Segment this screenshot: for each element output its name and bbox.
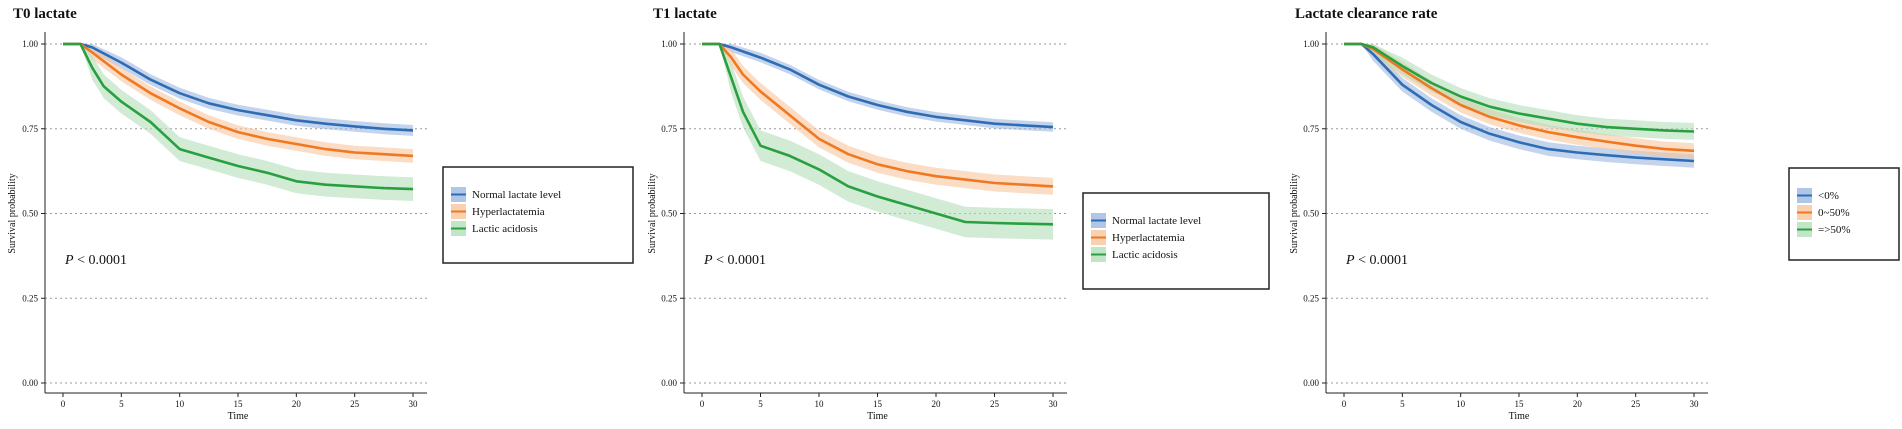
y-tick-label-3: 0.75 bbox=[661, 124, 677, 134]
legend-label-1: Normal lactate level bbox=[472, 189, 561, 201]
x-tick-label-2: 10 bbox=[815, 399, 825, 409]
legend-label-3: Lactic acidosis bbox=[1112, 249, 1178, 261]
y-tick-label-1: 0.25 bbox=[22, 293, 38, 303]
p-value-annotation: P < 0.0001 bbox=[64, 253, 127, 268]
y-tick-label-0: 0.00 bbox=[22, 378, 38, 388]
p-value-annotation: P < 0.0001 bbox=[1345, 253, 1408, 268]
y-axis-label: Survival probability bbox=[1289, 173, 1300, 253]
series-band-3 bbox=[63, 44, 413, 201]
series-band-3 bbox=[702, 44, 1053, 240]
p-value-symbol: P bbox=[1345, 253, 1355, 268]
x-tick-label-6: 30 bbox=[409, 399, 419, 409]
x-axis-label: Time bbox=[867, 411, 888, 422]
x-tick-label-5: 25 bbox=[350, 399, 360, 409]
y-tick-label-4: 1.00 bbox=[22, 39, 38, 49]
y-tick-label-1: 0.25 bbox=[1303, 293, 1319, 303]
legend-box bbox=[1082, 192, 1270, 290]
series-line-2 bbox=[702, 42, 1054, 188]
y-tick-label-3: 0.75 bbox=[22, 124, 38, 134]
chart-panel-3: Lactate clearance rate 0.00 0.25 0.50 0.75 1.… bbox=[1289, 6, 1900, 422]
legend-label-1: Normal lactate level bbox=[1112, 215, 1201, 227]
series-line-2 bbox=[63, 42, 414, 158]
p-value-text: < 0.0001 bbox=[74, 253, 127, 268]
x-tick-label-4: 20 bbox=[1573, 399, 1583, 409]
series-line-1 bbox=[1344, 42, 1695, 163]
x-axis-label: Time bbox=[228, 411, 249, 422]
x-tick-label-0: 0 bbox=[1342, 399, 1347, 409]
legend-label-1: <0% bbox=[1818, 190, 1839, 202]
series-line-3 bbox=[1344, 42, 1695, 133]
x-tick-label-2: 10 bbox=[1456, 399, 1466, 409]
legend-label-2: Hyperlactatemia bbox=[1112, 232, 1185, 244]
x-tick-label-4: 20 bbox=[292, 399, 302, 409]
x-tick-label-3: 15 bbox=[234, 399, 244, 409]
x-tick-label-6: 30 bbox=[1690, 399, 1700, 409]
y-axis-label: Survival probability bbox=[647, 173, 658, 253]
y-axis-label: Survival probability bbox=[7, 173, 18, 253]
y-tick-label-4: 1.00 bbox=[661, 39, 677, 49]
x-tick-label-4: 20 bbox=[932, 399, 942, 409]
legend-box bbox=[442, 166, 634, 264]
chart-panel-2: T1 lactate 0.00 0.25 0.50 0.75 1.00 0 5 10 15 20 25… bbox=[647, 6, 1270, 422]
y-tick-label-4: 1.00 bbox=[1303, 39, 1319, 49]
legend-label-2: Hyperlactatemia bbox=[472, 206, 545, 218]
p-value-symbol: P bbox=[64, 253, 74, 268]
y-tick-label-0: 0.00 bbox=[661, 378, 677, 388]
series-band-1 bbox=[702, 44, 1053, 132]
chart-title: T1 lactate bbox=[653, 6, 717, 22]
chart-title: T0 lactate bbox=[13, 6, 77, 22]
p-value-text: < 0.0001 bbox=[713, 253, 766, 268]
x-tick-label-1: 5 bbox=[758, 399, 763, 409]
legend-label-2: 0~50% bbox=[1818, 207, 1850, 219]
x-tick-label-1: 5 bbox=[1400, 399, 1405, 409]
x-tick-label-6: 30 bbox=[1049, 399, 1059, 409]
series-line-2 bbox=[1344, 42, 1695, 153]
x-tick-label-2: 10 bbox=[175, 399, 185, 409]
p-value-text: < 0.0001 bbox=[1355, 253, 1408, 268]
x-tick-label-3: 15 bbox=[1515, 399, 1525, 409]
x-tick-label-0: 0 bbox=[61, 399, 66, 409]
x-tick-label-0: 0 bbox=[700, 399, 705, 409]
series-line-1 bbox=[702, 42, 1054, 129]
x-tick-label-3: 15 bbox=[873, 399, 883, 409]
y-tick-label-2: 0.50 bbox=[22, 209, 38, 219]
chart-title: Lactate clearance rate bbox=[1295, 6, 1438, 22]
chart-panel-1: T0 lactate 0.00 0.25 0.50 0.75 1.00 0 5 10 15 20 25… bbox=[7, 6, 634, 422]
y-tick-label-0: 0.00 bbox=[1303, 378, 1319, 388]
p-value-symbol: P bbox=[703, 253, 713, 268]
legend-label-3: =>50% bbox=[1818, 224, 1851, 236]
legend-label-3: Lactic acidosis bbox=[472, 223, 538, 235]
y-tick-label-1: 0.25 bbox=[661, 293, 677, 303]
p-value-annotation: P < 0.0001 bbox=[703, 253, 766, 268]
series-line-3 bbox=[702, 42, 1054, 226]
y-tick-label-2: 0.50 bbox=[661, 209, 677, 219]
x-tick-label-1: 5 bbox=[119, 399, 124, 409]
series-line-1 bbox=[63, 42, 414, 132]
x-axis-label: Time bbox=[1509, 411, 1530, 422]
series-line-3 bbox=[63, 42, 414, 191]
y-tick-label-2: 0.50 bbox=[1303, 209, 1319, 219]
y-tick-label-3: 0.75 bbox=[1303, 124, 1319, 134]
x-tick-label-5: 25 bbox=[1631, 399, 1641, 409]
x-tick-label-5: 25 bbox=[990, 399, 1000, 409]
